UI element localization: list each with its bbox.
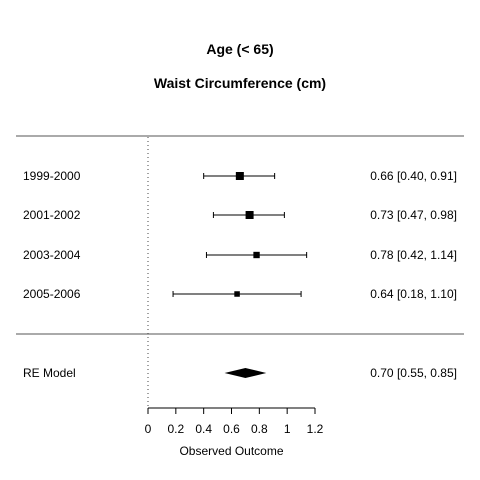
x-tick-label: 0 <box>145 422 152 436</box>
summary-diamond <box>224 368 267 378</box>
study-rows: 1999-2000 0.66 [0.40, 0.91] 2001-2002 0.73 … <box>23 169 457 301</box>
point-estimate-marker <box>245 211 254 219</box>
study-label: 1999-2000 <box>23 169 81 183</box>
x-tick-label: 0.2 <box>167 422 184 436</box>
study-row: 2001-2002 0.73 [0.47, 0.98] <box>23 208 457 222</box>
x-tick-label: 0.8 <box>251 422 268 436</box>
study-label: 2005-2006 <box>23 287 81 301</box>
chart-subtitle: Waist Circumference (cm) <box>154 75 326 91</box>
study-label: 2003-2004 <box>23 248 81 262</box>
ci-text: 0.64 [0.18, 1.10] <box>370 287 457 301</box>
chart-title: Age (< 65) <box>206 41 273 57</box>
ci-text: 0.78 [0.42, 1.14] <box>370 248 457 262</box>
summary-ci-text: 0.70 [0.55, 0.85] <box>370 366 457 380</box>
summary-row: RE Model 0.70 [0.55, 0.85] <box>23 366 457 380</box>
x-tick-label: 0.4 <box>195 422 212 436</box>
x-axis-label: Observed Outcome <box>179 444 283 458</box>
summary-label: RE Model <box>23 366 76 380</box>
x-tick-label: 0.6 <box>223 422 240 436</box>
x-tick-label: 1 <box>284 422 291 436</box>
point-estimate-marker <box>235 172 244 180</box>
study-row: 2003-2004 0.78 [0.42, 1.14] <box>23 248 457 262</box>
point-estimate-marker <box>234 291 240 297</box>
point-estimate-marker <box>253 251 260 259</box>
study-label: 2001-2002 <box>23 208 81 222</box>
x-tick-label: 1.2 <box>307 422 324 436</box>
ci-text: 0.73 [0.47, 0.98] <box>370 208 457 222</box>
study-row: 1999-2000 0.66 [0.40, 0.91] <box>23 169 457 183</box>
study-row: 2005-2006 0.64 [0.18, 1.10] <box>23 287 457 301</box>
ci-text: 0.66 [0.40, 0.91] <box>370 169 457 183</box>
x-axis: 0 0.2 0.4 0.6 0.8 1 1.2 <box>145 407 324 436</box>
